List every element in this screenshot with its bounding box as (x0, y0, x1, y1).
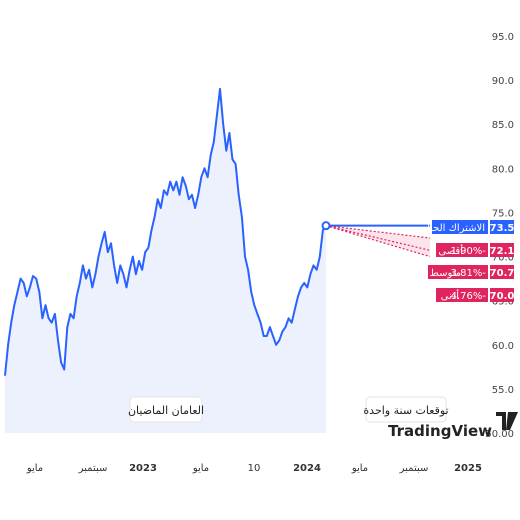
avg-pct: 3.81%- (451, 268, 487, 279)
price-history-line (4, 87, 327, 376)
avg-forecast-line (325, 225, 431, 251)
avg-forecast-pill: متوسط 3.81%- 70.7 (428, 265, 514, 279)
y-tick-label: 95.0 (492, 32, 514, 43)
y-tick-label: 60.0 (492, 341, 514, 352)
y-tick-label: 55.0 (492, 385, 514, 396)
y-tick-label: 50.00 (485, 429, 514, 440)
high-pct: 1.90%- (451, 246, 487, 257)
x-tick-label: مايو (192, 463, 209, 474)
x-tick-label: مايو (351, 463, 368, 474)
tradingview-wordmark: TradingView (388, 422, 492, 440)
y-axis: 95.090.085.080.075.070.065.060.055.050.0… (485, 32, 514, 440)
x-tick-label: سبتمبر (78, 463, 108, 474)
tradingview-logo: TradingView (388, 412, 518, 440)
forecast-period-text: توقعات سنة واحدة (363, 404, 448, 417)
forecast-period-label: توقعات سنة واحدة (363, 396, 449, 423)
low-label: أدنى (441, 289, 460, 302)
tradingview-logo-icon (496, 412, 518, 430)
x-tick-label: 10 (248, 463, 261, 474)
price-area-fill (5, 88, 326, 434)
past-period-text: العامان الماضيان (128, 404, 204, 417)
y-tick-label: 75.0 (492, 208, 514, 219)
x-tick-label: سبتمبر (399, 463, 429, 474)
forecast-lines (325, 224, 431, 258)
y-tick-label: 80.0 (492, 164, 514, 175)
low-value: 70.0 (490, 291, 515, 302)
high-value: 72.1 (490, 246, 515, 257)
y-tick-label: 70.0 (492, 253, 514, 264)
x-tick-label: 2025 (454, 463, 482, 474)
past-period-label: العامان الماضيان (128, 396, 204, 423)
high-forecast-line (325, 225, 431, 239)
avg-label: متوسط (430, 268, 461, 279)
y-tick-label: 65.0 (492, 297, 514, 308)
low-forecast-pill: أدنى 4.76%- 70.0 (436, 288, 514, 302)
y-tick-label: 85.0 (492, 120, 514, 131)
current-label: الاشتراك الحالي (419, 223, 485, 234)
current-price-pill: الاشتراك الحالي 73.5 (419, 220, 515, 234)
forecast-range-area (326, 225, 430, 257)
high-label: أقصى (438, 244, 463, 257)
x-tick-label: 2024 (293, 463, 321, 474)
low-pct: 4.76%- (451, 291, 487, 302)
high-forecast-pill: أقصى 1.90%- 72.1 (436, 243, 514, 257)
x-tick-label: مايو (26, 463, 43, 474)
y-tick-label: 90.0 (492, 76, 514, 87)
x-tick-label: 2023 (129, 463, 157, 474)
x-axis: مايو سبتمبر 2023 مايو 10 2024 مايو سبتمبر 2025 (26, 463, 482, 474)
current-value: 73.5 (490, 223, 515, 234)
avg-value: 70.7 (490, 268, 515, 279)
current-price-point (321, 221, 331, 231)
